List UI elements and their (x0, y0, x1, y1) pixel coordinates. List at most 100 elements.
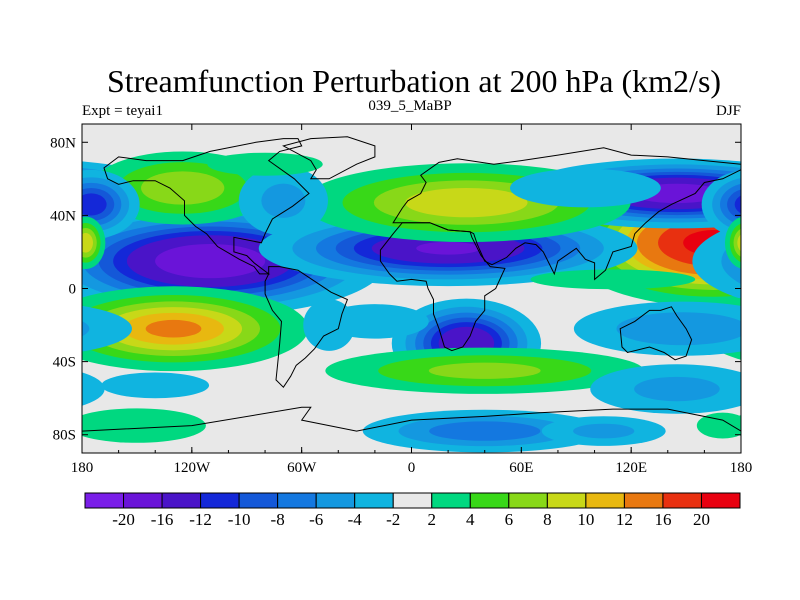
colorbar-tick-label: 4 (466, 510, 475, 529)
coastline (392, 147, 741, 281)
x-tick-label: 180 (71, 460, 94, 476)
case-label: 039_5_MaBP (368, 98, 451, 114)
x-tick-label: 120W (173, 460, 211, 476)
contour-feature (82, 301, 741, 356)
contour-feature (238, 166, 328, 236)
colorbar-tick-label: 8 (543, 510, 552, 529)
coastline (264, 266, 349, 388)
contour-feature (82, 169, 741, 240)
contour-band (261, 183, 306, 218)
contour-feature (101, 372, 210, 399)
contour-band (207, 152, 323, 176)
colorbar-swatch (546, 492, 587, 509)
colorbar-tick-label: -2 (386, 510, 400, 529)
contour-band (303, 299, 355, 351)
colorbar-tick-label: 20 (693, 510, 710, 529)
colorbar-swatch (469, 492, 510, 509)
colorbar-swatch (238, 492, 279, 509)
colorbar-tick-label: -4 (348, 510, 363, 529)
contour-band (616, 312, 741, 346)
contour-band (634, 376, 720, 402)
contour-band (733, 228, 741, 257)
contour-feature (325, 347, 645, 394)
colorbar-swatch (392, 492, 433, 509)
colorbar-tick-label: 16 (654, 510, 671, 529)
colorbar-swatch (508, 492, 548, 509)
colorbar-tick-label: 6 (505, 510, 514, 529)
colorbar-swatch (623, 492, 664, 509)
colorbar-tick-label: 2 (428, 510, 437, 529)
colorbar-tick-label: -10 (228, 510, 251, 529)
contour-feature (82, 216, 741, 270)
contour-band (416, 241, 480, 255)
contour-band (429, 421, 541, 441)
x-tick-label: 60E (509, 460, 533, 476)
colorbar-swatch (84, 492, 125, 509)
colorbar-tick-label: 10 (577, 510, 594, 529)
colorbar-tick-label: 12 (616, 510, 633, 529)
contour-band (101, 372, 210, 399)
colorbar-swatch (431, 492, 471, 509)
coastline (103, 138, 310, 275)
contour-feature (82, 364, 741, 414)
season-label: DJF (716, 103, 741, 119)
contour-band (82, 416, 90, 435)
y-tick-label: 80N (50, 135, 76, 151)
contour-band (141, 171, 225, 205)
contour-fill-layer (82, 151, 741, 453)
contour-band (82, 372, 105, 406)
contour-band (82, 321, 90, 337)
colorbar-swatch (700, 492, 741, 509)
contour-band (509, 168, 661, 208)
coastline (379, 222, 506, 352)
y-tick-label: 0 (69, 282, 77, 298)
contour-band (428, 362, 541, 379)
coastline-layer (82, 136, 741, 453)
colorbar-tick-label: -20 (112, 510, 135, 529)
contour-band (82, 408, 206, 443)
colorbar-swatch (354, 492, 394, 509)
contour-band (734, 195, 741, 214)
contour-band (82, 237, 85, 249)
y-tick-label: 40N (50, 208, 76, 224)
contour-feature (541, 416, 666, 446)
contour-feature (207, 152, 323, 176)
colorbar-tick-label: -16 (151, 510, 174, 529)
x-tick-label: 60W (287, 460, 317, 476)
experiment-label: Expt = teyai1 (82, 103, 163, 119)
coastline (282, 136, 376, 180)
contour-band (737, 234, 741, 252)
colorbar-swatch (277, 492, 317, 509)
contour-feature (303, 299, 355, 351)
chart-title: Streamfunction Perturbation at 200 hPa (… (107, 63, 721, 99)
x-tick-label: 0 (408, 460, 416, 476)
contour-band (530, 269, 696, 290)
contour-feature (82, 286, 741, 372)
colorbar-swatch (662, 492, 702, 509)
contour-band (145, 319, 202, 338)
contour-feature (362, 409, 607, 453)
colorbar: -20 -16 -12 -10 -8 -6 -4 -2 2 4 6 8 10 12 16 20 (84, 492, 741, 529)
plot-area (82, 124, 741, 453)
colorbar-swatch (585, 492, 625, 509)
y-axis: 80N 40N 0 40S 80S (50, 135, 741, 444)
contour-band (696, 412, 741, 439)
colorbar-swatch (315, 492, 356, 509)
y-tick-label: 40S (53, 355, 76, 371)
contour-feature (509, 168, 661, 208)
colorbar-tick-label: -12 (189, 510, 212, 529)
contour-band (82, 193, 107, 216)
coastline (619, 306, 693, 361)
colorbar-tick-label: -8 (271, 510, 285, 529)
colorbar-tick-label: -6 (309, 510, 323, 529)
contour-band (82, 305, 132, 352)
contour-feature (530, 269, 696, 290)
contour-band (82, 185, 92, 202)
contour-band (573, 423, 635, 439)
colorbar-swatch (161, 492, 202, 509)
coastline (82, 406, 741, 453)
contour-band (155, 243, 266, 279)
colorbar-swatch (200, 492, 240, 509)
contour-feature (82, 412, 741, 439)
